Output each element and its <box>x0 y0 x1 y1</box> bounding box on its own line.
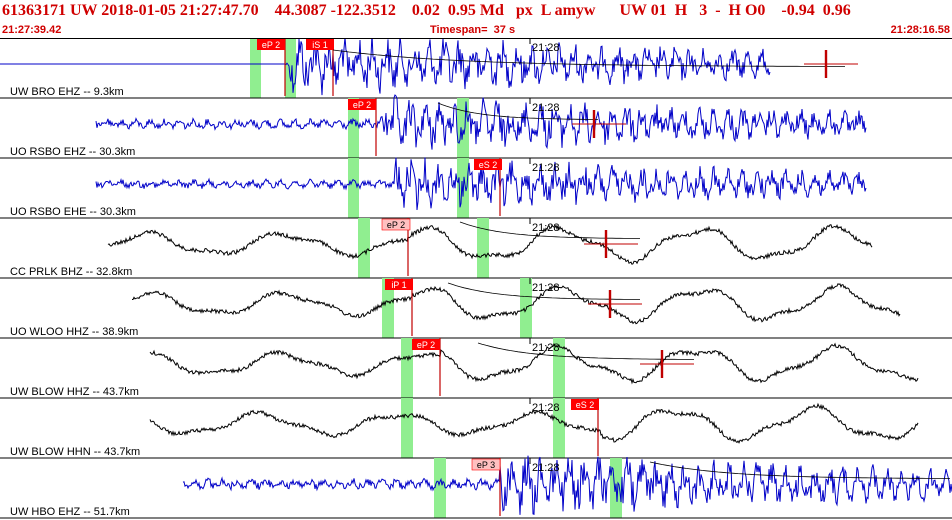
start-time-label: 21:27:39.42 <box>2 24 62 36</box>
pick-window <box>348 158 359 218</box>
pick-window <box>358 218 370 278</box>
pick-label: eP 2 <box>417 340 435 350</box>
time-tick-label: 21:28 <box>532 342 560 354</box>
pick-label: iS 1 <box>312 40 328 50</box>
event-summary-title: 61363171 UW 2018-01-05 21:27:47.70 44.30… <box>2 2 851 19</box>
pick-window <box>401 338 413 398</box>
time-tick-label: 21:28 <box>532 222 560 234</box>
waveform-trace <box>0 38 771 96</box>
channel-label: CC PRLK BHZ -- 32.8km <box>10 266 132 278</box>
time-tick-label: 21:28 <box>532 102 560 114</box>
coda-envelope <box>477 342 694 360</box>
channel-label: UW HBO EHZ -- 51.7km <box>10 506 130 518</box>
trace-row[interactable]: eP 3 21:28 UW HBO EHZ -- 51.7km <box>0 455 952 519</box>
pick-label: eP 2 <box>262 40 280 50</box>
pick-window <box>250 38 261 98</box>
pick-window <box>477 218 489 278</box>
trace-row[interactable]: iP 1 21:28 UO WLOO HHZ -- 38.9km <box>0 278 952 339</box>
pick-label: eS 2 <box>479 160 498 170</box>
pick-window <box>382 278 394 338</box>
timespan-label: Timespan= 37 s <box>430 24 516 36</box>
time-tick-label: 21:28 <box>532 462 560 474</box>
pick-label-box[interactable] <box>412 339 440 350</box>
pick-label-box[interactable] <box>385 279 413 290</box>
pick-window <box>401 398 413 458</box>
channel-label: UW BLOW HHN -- 43.7km <box>10 446 140 458</box>
pick-window <box>348 98 359 158</box>
channel-label: UW BRO EHZ -- 9.3km <box>10 86 124 98</box>
coda-envelope <box>437 102 599 120</box>
time-tick-label: 21:28 <box>532 282 560 294</box>
coda-envelope <box>447 282 640 300</box>
pick-window <box>434 458 446 518</box>
trace-row[interactable]: eP 2 iS 1 21:28 UW BRO EHZ -- 9.3km <box>0 38 952 99</box>
trace-row[interactable]: eP 2 21:28 UW BLOW HHZ -- 43.7km <box>0 338 952 399</box>
header-bar: 61363171 UW 2018-01-05 21:27:47.70 44.30… <box>0 0 952 38</box>
pick-window <box>285 38 296 98</box>
pick-label-box[interactable] <box>474 159 502 170</box>
channel-label: UO RSBO EHZ -- 30.3km <box>10 146 135 158</box>
coda-envelope <box>332 49 845 67</box>
seismogram-panel[interactable]: eP 2 iS 1 21:28 UW BRO EHZ -- 9.3km eP 2 21:2… <box>0 38 952 520</box>
end-time-label: 21:28:16.58 <box>890 24 950 36</box>
coda-envelope <box>459 221 640 239</box>
waveform-trace <box>182 455 952 516</box>
pick-window <box>553 398 565 458</box>
pick-label-box[interactable] <box>348 99 376 110</box>
time-tick-label: 21:28 <box>532 162 560 174</box>
waveform-trace <box>107 224 873 265</box>
time-tick-label: 21:28 <box>532 42 560 54</box>
pick-label: eP 3 <box>477 460 495 470</box>
channel-label: UW BLOW HHZ -- 43.7km <box>10 386 139 398</box>
trace-row[interactable]: eP 2 21:28 CC PRLK BHZ -- 32.8km <box>0 218 952 279</box>
trace-row[interactable]: eP 2 21:28 UO RSBO EHZ -- 30.3km <box>0 94 952 159</box>
channel-label: UO RSBO EHE -- 30.3km <box>10 206 136 218</box>
waveform-trace <box>149 342 919 385</box>
waveform-trace <box>95 94 867 150</box>
pick-label-box[interactable] <box>381 218 411 231</box>
pick-label-box[interactable] <box>571 399 599 410</box>
pick-window <box>457 98 469 158</box>
waveform-trace <box>132 283 901 325</box>
waveform-trace <box>149 402 919 444</box>
pick-label: eS 2 <box>576 400 595 410</box>
pick-label: eP 2 <box>387 220 405 230</box>
trace-row[interactable]: eS 2 21:28 UO RSBO EHE -- 30.3km <box>0 157 952 219</box>
pick-label-box[interactable] <box>471 458 501 471</box>
trace-row[interactable]: eS 2 21:28 UW BLOW HHN -- 43.7km <box>0 398 952 459</box>
pick-window <box>553 338 565 398</box>
channel-label: UO WLOO HHZ -- 38.9km <box>10 326 138 338</box>
time-tick-label: 21:28 <box>532 402 560 414</box>
coda-envelope <box>649 461 950 479</box>
pick-label-box[interactable] <box>257 39 285 50</box>
pick-label: eP 2 <box>353 100 371 110</box>
pick-label: iP 1 <box>391 280 406 290</box>
pick-label-box[interactable] <box>306 39 334 50</box>
